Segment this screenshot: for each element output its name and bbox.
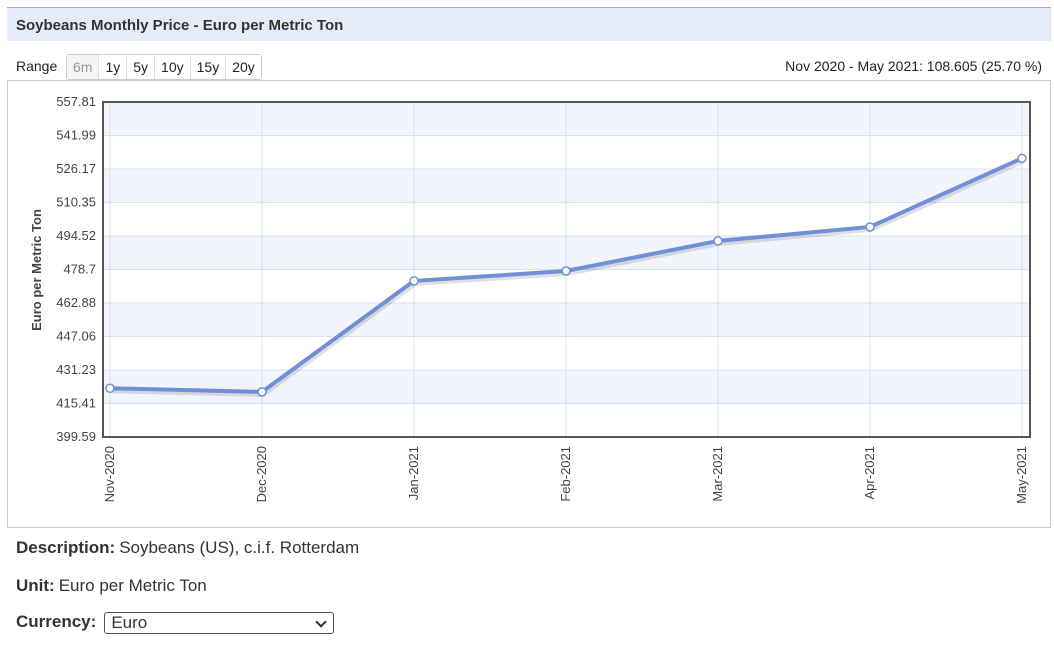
range-button[interactable]: 5y — [127, 55, 156, 79]
range-label: Range — [16, 58, 58, 74]
chart-panel — [7, 80, 1051, 528]
x-tick-label: Nov-2020 — [102, 446, 117, 502]
detail-value: Euro per Metric Ton — [58, 576, 207, 595]
point — [409, 276, 419, 286]
x-tick-label: Jan-2021 — [406, 446, 421, 500]
range-button[interactable]: 10y — [155, 55, 191, 79]
x-tick-label: Feb-2021 — [558, 446, 573, 502]
y-tick-label: 526.17 — [56, 161, 96, 176]
x-tick-label: Mar-2021 — [710, 446, 725, 502]
y-tick-label: 478.7 — [63, 262, 96, 277]
y-tick-label: 557.81 — [56, 94, 96, 109]
range-button[interactable]: 20y — [226, 55, 261, 79]
detail: Description: Soybeans (US), c.i.f. Rotter… — [16, 538, 359, 558]
currency-select[interactable]: Euro — [104, 612, 335, 634]
y-tick-label: 541.99 — [56, 127, 96, 142]
range-button[interactable]: 15y — [190, 55, 227, 79]
detail: Unit: Euro per Metric Ton — [16, 576, 207, 596]
point — [1017, 153, 1027, 164]
y-tick-label: 462.88 — [56, 295, 96, 310]
range-buttons: 6m 1y 5y 10y 15y 20y — [66, 54, 262, 80]
detail-label: Unit: — [16, 576, 55, 595]
detail: Currency: Euro — [16, 612, 335, 634]
range-button[interactable]: 1y — [99, 55, 128, 79]
detail-label: Description: — [16, 538, 116, 557]
plot-border — [102, 101, 1031, 438]
x-tick-label: Apr-2021 — [862, 446, 877, 499]
y-tick-label: 415.41 — [56, 396, 96, 411]
y-tick-label: 447.06 — [56, 328, 96, 343]
point — [865, 222, 875, 232]
y-axis-title: Euro per Metric Ton — [29, 209, 44, 331]
x-tick-label: May-2021 — [1014, 446, 1029, 504]
point — [713, 236, 723, 246]
point — [561, 266, 571, 276]
header: Soybeans Monthly Price - Euro per Metric… — [7, 7, 1051, 41]
point — [257, 387, 267, 397]
summary: Nov 2020 - May 2021: 108.605 (25.70 %) — [785, 58, 1042, 74]
title: Soybeans Monthly Price - Euro per Metric… — [16, 17, 344, 34]
detail-label: Currency: — [16, 612, 97, 632]
range-button[interactable]: 6m — [67, 55, 100, 79]
y-tick-label: 399.59 — [56, 429, 96, 444]
y-tick-label: 510.35 — [56, 194, 96, 209]
point — [105, 383, 115, 394]
y-tick-label: 494.52 — [56, 228, 96, 243]
x-tick-label: Dec-2020 — [254, 446, 269, 502]
detail-value: Soybeans (US), c.i.f. Rotterdam — [119, 538, 360, 557]
y-tick-label: 431.23 — [56, 362, 96, 377]
